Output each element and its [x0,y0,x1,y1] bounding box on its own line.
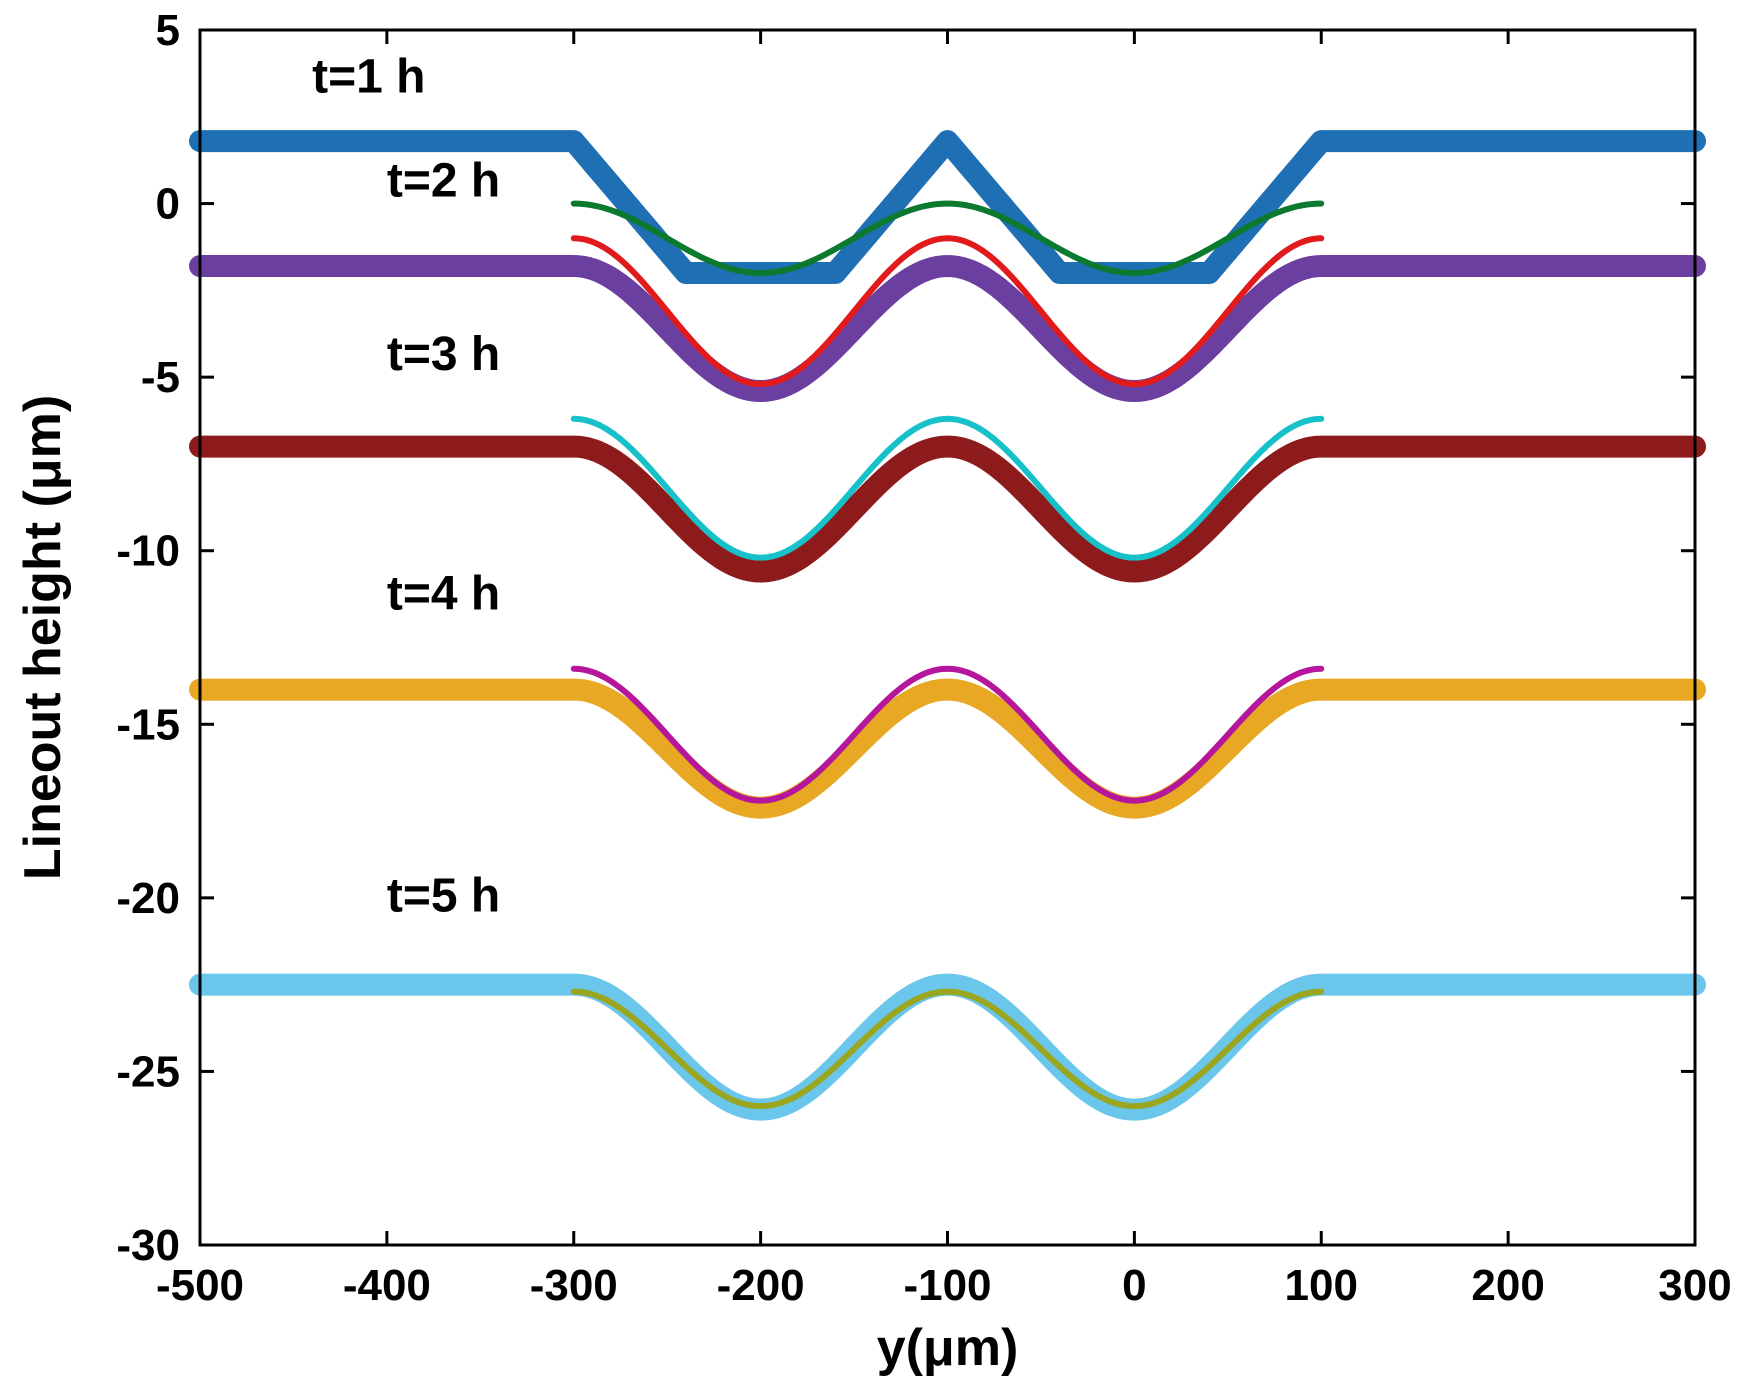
xtick-label: -300 [530,1261,618,1310]
xtick-label: 300 [1658,1261,1731,1310]
xtick-label: -400 [343,1261,431,1310]
xtick-label: 100 [1285,1261,1358,1310]
xtick-label: -100 [903,1261,991,1310]
x-axis-label: y(μm) [877,1319,1019,1377]
series-label: t=4 h [387,568,500,621]
ytick-label: -5 [141,353,180,402]
y-axis-label: Lineout height (μm) [14,395,72,880]
series-label: t=3 h [387,328,500,381]
xtick-label: 200 [1471,1261,1544,1310]
series-label: t=1 h [312,50,425,103]
ytick-label: 5 [156,6,180,55]
xtick-label: -200 [717,1261,805,1310]
series-label: t=2 h [387,155,500,208]
ytick-label: 0 [156,180,180,229]
series-label: t=5 h [387,870,500,923]
ytick-label: -30 [116,1221,180,1270]
line-chart: -500-400-300-200-1000100200300-30-25-20-… [0,0,1745,1395]
ytick-label: -15 [116,700,180,749]
ytick-label: -25 [116,1047,180,1096]
ytick-label: -20 [116,874,180,923]
xtick-label: 0 [1122,1261,1146,1310]
ytick-label: -10 [116,527,180,576]
chart-container: -500-400-300-200-1000100200300-30-25-20-… [0,0,1745,1395]
